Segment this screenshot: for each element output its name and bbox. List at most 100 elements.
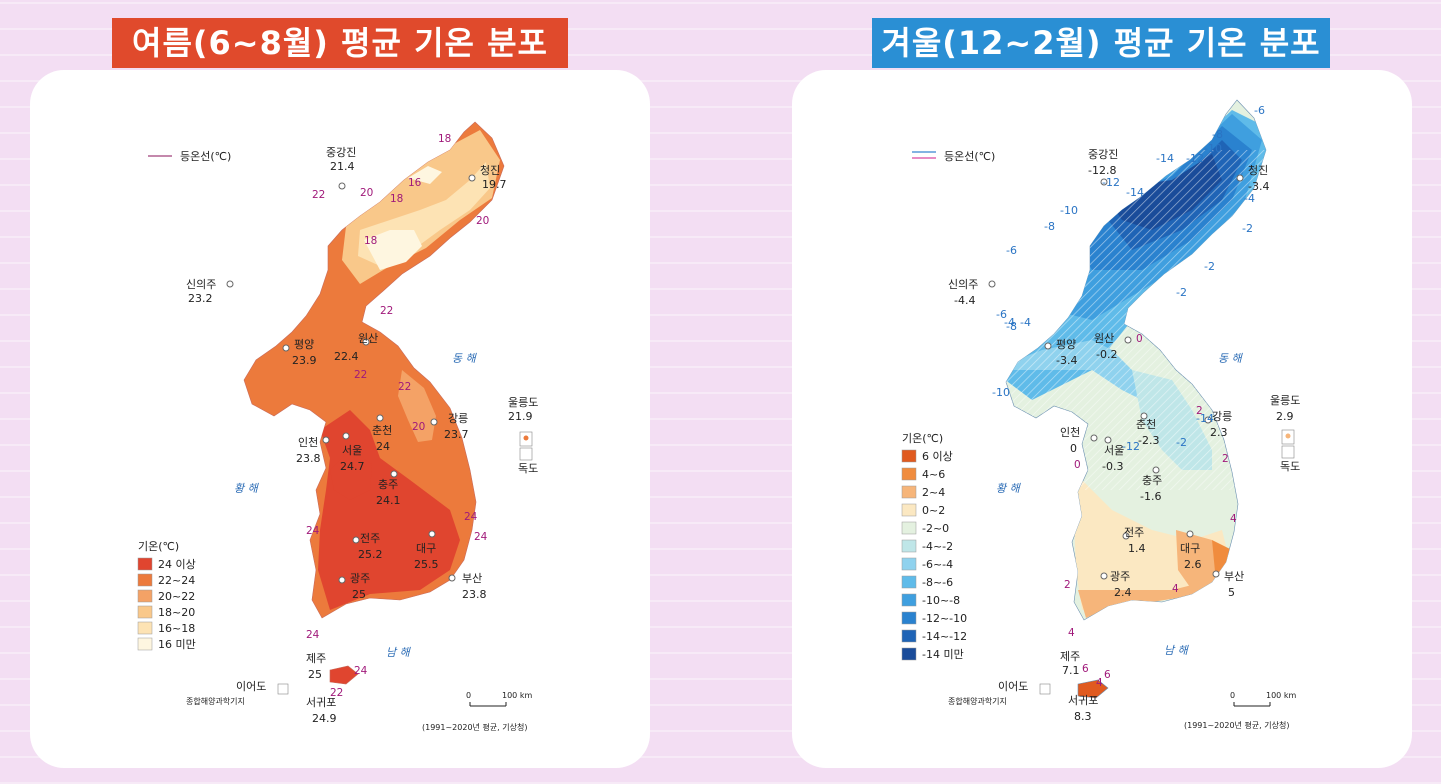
summer-station-name: 제주	[306, 652, 326, 665]
winter-station-name: 서귀포	[1068, 694, 1098, 707]
summer-station-value: 24.7	[340, 460, 365, 473]
summer-legend: 24 이상 22~24 20~22 18~20 16~18 16 미만	[137, 557, 196, 651]
winter-station-value: -12.8	[1088, 164, 1116, 177]
winter-legend-label: -4~-2	[922, 540, 953, 553]
summer-sea-west: 황 해	[234, 482, 260, 495]
summer-station-name: 원산	[358, 332, 378, 345]
summer-isoline-label: 22	[380, 305, 393, 317]
summer-station-name: 대구	[416, 542, 436, 555]
winter-station-value: 0	[1070, 442, 1077, 455]
winter-korea-land	[1005, 99, 1295, 699]
winter-isoline-label: -10	[1204, 142, 1222, 155]
summer-dokdo-inset	[519, 447, 533, 461]
winter-station-value: 2.4	[1114, 586, 1132, 599]
winter-dokdo-inset	[1281, 445, 1295, 459]
summer-station-value: 25.5	[414, 558, 439, 571]
winter-isoline-label: -4	[1004, 316, 1015, 329]
summer-legend-label: 18~20	[158, 606, 195, 619]
winter-station-value: -3.4	[1248, 180, 1269, 193]
summer-station-value: 24.1	[376, 494, 401, 507]
winter-isoline-label: -2	[1204, 260, 1215, 273]
winter-isoline-label: -12	[1122, 440, 1140, 453]
summer-station-value: 21.9	[508, 410, 533, 423]
winter-isoline-label: 4	[1230, 513, 1237, 525]
summer-source: (1991~2020년 평균, 기상청)	[422, 722, 527, 732]
summer-scale-100: 100 km	[502, 691, 532, 700]
winter-isoline-label: 2	[1222, 453, 1229, 465]
summer-station-markers	[226, 174, 476, 584]
summer-isoline-label: 24	[306, 629, 320, 641]
winter-station-value: 8.3	[1074, 710, 1092, 723]
summer-station-name: 전주	[360, 532, 380, 545]
winter-station-value: -0.2	[1096, 348, 1117, 361]
winter-dokdo-label: 독도	[1280, 460, 1300, 473]
summer-station-name: 광주	[350, 572, 370, 585]
winter-station-value: 7.1	[1062, 664, 1080, 677]
summer-station-name: 춘천	[372, 423, 392, 437]
winter-jeju-island	[1077, 679, 1109, 699]
winter-station-name: 춘천	[1136, 417, 1156, 431]
winter-legend: 6 이상 4~6 2~4 0~2 -2~0 -4~-2 -6~-4 -8~-6 …	[901, 449, 967, 661]
summer-isoline-label: 20	[360, 187, 373, 199]
summer-legend-title: 기온(℃)	[138, 540, 179, 553]
winter-station-name: 전주	[1124, 526, 1144, 539]
winter-station-name: 광주	[1110, 570, 1130, 583]
winter-isoline-label: -8	[1212, 128, 1223, 141]
winter-ieodo-sublabel: 종합해양과학기지	[948, 696, 1007, 706]
winter-station-value: 2.3	[1210, 426, 1228, 439]
summer-station-name: 청진	[480, 164, 500, 177]
summer-isoline-label: 24	[474, 531, 488, 543]
winter-station-value: -1.6	[1140, 490, 1161, 503]
winter-legend-label: -14 미만	[922, 648, 964, 661]
summer-isoline-label: 18	[438, 133, 451, 145]
winter-station-name: 대구	[1180, 542, 1200, 555]
winter-isoline-label: 4	[1068, 627, 1075, 639]
summer-isoline-label: 22	[330, 687, 343, 699]
summer-station-value: 23.9	[292, 354, 317, 367]
winter-map-panel: 등온선(℃) 중강진 -12.8 청진 -3.4 신의주 -4.4 평양 -3.…	[792, 70, 1412, 768]
summer-station-value: 25.2	[358, 548, 383, 561]
winter-legend-label: -6~-4	[922, 558, 953, 571]
winter-isoline-label: -6	[1254, 104, 1265, 117]
summer-station-name: 인천	[298, 435, 318, 449]
winter-station-name: 원산	[1094, 332, 1114, 345]
summer-station-value: 24	[376, 440, 390, 453]
winter-station-name: 평양	[1056, 338, 1076, 351]
summer-isoline-label: 18	[364, 235, 377, 247]
winter-ieodo-inset	[1039, 683, 1051, 695]
summer-map: 등온선(℃) 중강진 21.4 청진 19.7 신의주 23.2 평양 23.9…	[137, 121, 538, 732]
winter-station-value: 2.9	[1276, 410, 1294, 423]
summer-ieodo-label: 이어도	[236, 680, 266, 693]
winter-station-name: 충주	[1142, 474, 1162, 487]
summer-station-value: 21.4	[330, 160, 355, 173]
summer-ieodo-sublabel: 종합해양과학기지	[186, 696, 245, 706]
winter-isoline-label: -8	[1044, 220, 1055, 233]
winter-isoline-label: -12	[1186, 152, 1204, 165]
winter-isoline-label: -12	[1102, 176, 1120, 189]
summer-map-panel: 등온선(℃) 중강진 21.4 청진 19.7 신의주 23.2 평양 23.9…	[30, 70, 650, 768]
winter-station-name: 청진	[1248, 164, 1268, 177]
summer-station-name: 중강진	[326, 146, 356, 159]
summer-station-name: 부산	[462, 572, 482, 585]
summer-scale-zero: 0	[466, 691, 471, 700]
summer-station-name: 서귀포	[306, 696, 336, 709]
winter-isoline-label: -14	[1156, 152, 1174, 165]
winter-station-name: 강릉	[1212, 410, 1232, 423]
winter-source: (1991~2020년 평균, 기상청)	[1184, 720, 1289, 730]
summer-station-name: 강릉	[448, 412, 468, 425]
winter-scale-bar: 0 100 km	[1230, 691, 1296, 707]
winter-station-value: -3.4	[1056, 354, 1077, 367]
winter-isoline-label: -4	[1244, 192, 1255, 205]
winter-isoline-label: 0	[1136, 333, 1143, 345]
winter-station-name: 인천	[1060, 425, 1080, 439]
winter-sea-west: 황 해	[996, 482, 1022, 495]
summer-station-value: 19.7	[482, 178, 507, 191]
winter-isoline-label: 2	[1064, 579, 1071, 591]
summer-station-name: 평양	[294, 338, 314, 351]
winter-isoline-label: 4	[1096, 677, 1103, 689]
summer-isoline-label: 22	[312, 189, 325, 201]
summer-isoline-label: 24	[354, 665, 368, 677]
winter-legend-label: -12~-10	[922, 612, 967, 625]
summer-scale-bar: 0 100 km	[466, 691, 532, 707]
winter-isoline-label: -10	[1060, 204, 1078, 217]
